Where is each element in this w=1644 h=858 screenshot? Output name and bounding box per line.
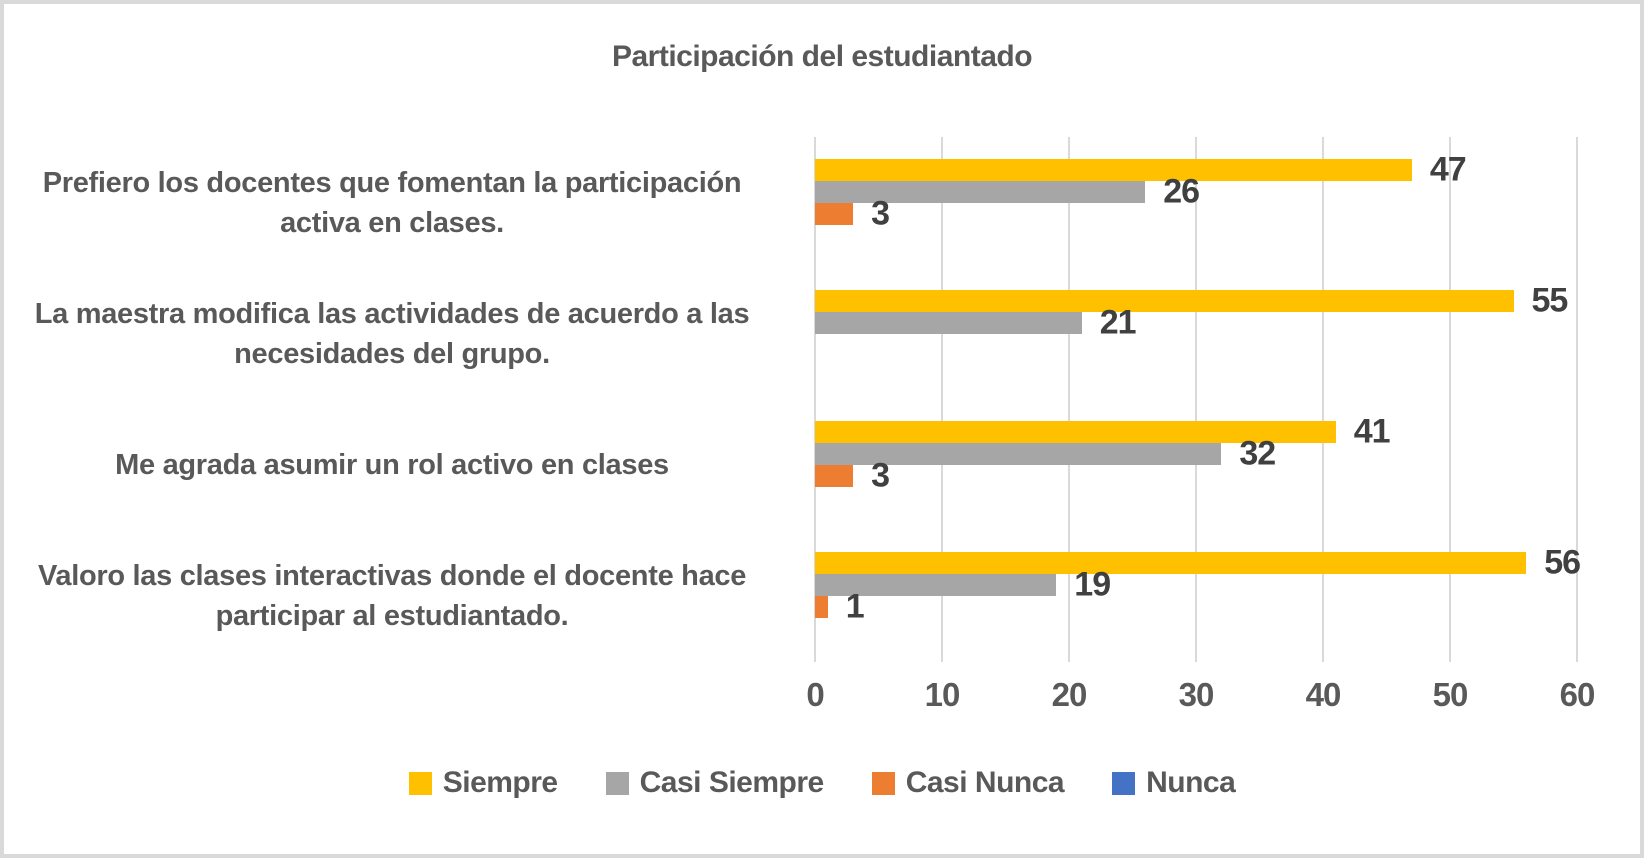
bar-siempre <box>815 421 1336 444</box>
bar-value-label: 19 <box>1074 565 1111 604</box>
chart-title: Participación del estudiantado <box>611 40 1033 73</box>
category-label: Valoro las clases interactivas donde el … <box>37 560 747 633</box>
x-tick-label: 10 <box>924 676 961 713</box>
legend-item-casi-siempre: Casi Siempre <box>605 766 825 800</box>
x-tick-label: 30 <box>1178 676 1215 713</box>
gridline-60 <box>1576 137 1578 662</box>
bar-value-label: 26 <box>1163 172 1200 211</box>
x-tick-label: 0 <box>806 676 824 713</box>
bar-value-label: 41 <box>1353 412 1391 451</box>
x-tick-label: 60 <box>1559 676 1596 713</box>
bar-casi-siempre <box>815 443 1222 466</box>
legend: Siempre Casi Siempre Casi Nunca Nunca <box>4 766 1640 800</box>
gridline-30 <box>1195 137 1197 662</box>
bar-value-label: 3 <box>871 194 890 233</box>
category-label: Prefiero los docentes que fomentan la pa… <box>42 166 742 239</box>
bar-siempre <box>815 552 1527 575</box>
legend-label: Casi Nunca <box>905 766 1065 799</box>
gridline-40 <box>1322 137 1324 662</box>
bar-value-label: 56 <box>1544 543 1581 582</box>
bar-value-label: 21 <box>1099 303 1137 342</box>
bar-siempre <box>815 158 1412 181</box>
bar-value-label: 47 <box>1429 150 1467 189</box>
bar-casi-nunca <box>815 465 854 488</box>
legend-label: Casi Siempre <box>639 766 825 799</box>
casi-siempre-swatch-icon <box>605 771 629 795</box>
gridline-10 <box>941 137 943 662</box>
gridline-0 <box>814 137 816 662</box>
legend-item-siempre: Siempre <box>408 766 558 800</box>
bar-value-label: 32 <box>1239 434 1276 473</box>
x-tick-label: 50 <box>1432 676 1469 713</box>
category-label: Me agrada asumir un rol activo en clases <box>115 449 669 482</box>
bar-value-label: 3 <box>871 456 890 495</box>
x-tick-label: 40 <box>1305 676 1342 713</box>
gridline-50 <box>1449 137 1451 662</box>
legend-label: Siempre <box>442 766 558 799</box>
casi-nunca-swatch-icon <box>871 771 895 795</box>
bar-value-label: 1 <box>845 587 865 626</box>
bar-casi-siempre <box>815 574 1057 597</box>
bar-value-label: 55 <box>1531 281 1569 320</box>
nunca-swatch-icon <box>1112 771 1136 795</box>
siempre-swatch-icon <box>408 771 432 795</box>
bar-casi-nunca <box>815 596 828 619</box>
bar-casi-siempre <box>815 311 1082 334</box>
bar-casi-siempre <box>815 180 1146 203</box>
legend-label: Nunca <box>1146 766 1236 799</box>
x-tick-label: 20 <box>1051 676 1088 713</box>
gridline-20 <box>1068 137 1070 662</box>
category-label: La maestra modifica las actividades de a… <box>34 297 750 370</box>
legend-item-nunca: Nunca <box>1112 766 1236 800</box>
legend-item-casi-nunca: Casi Nunca <box>871 766 1065 800</box>
bar-siempre <box>815 289 1514 312</box>
bar-casi-nunca <box>815 202 854 225</box>
